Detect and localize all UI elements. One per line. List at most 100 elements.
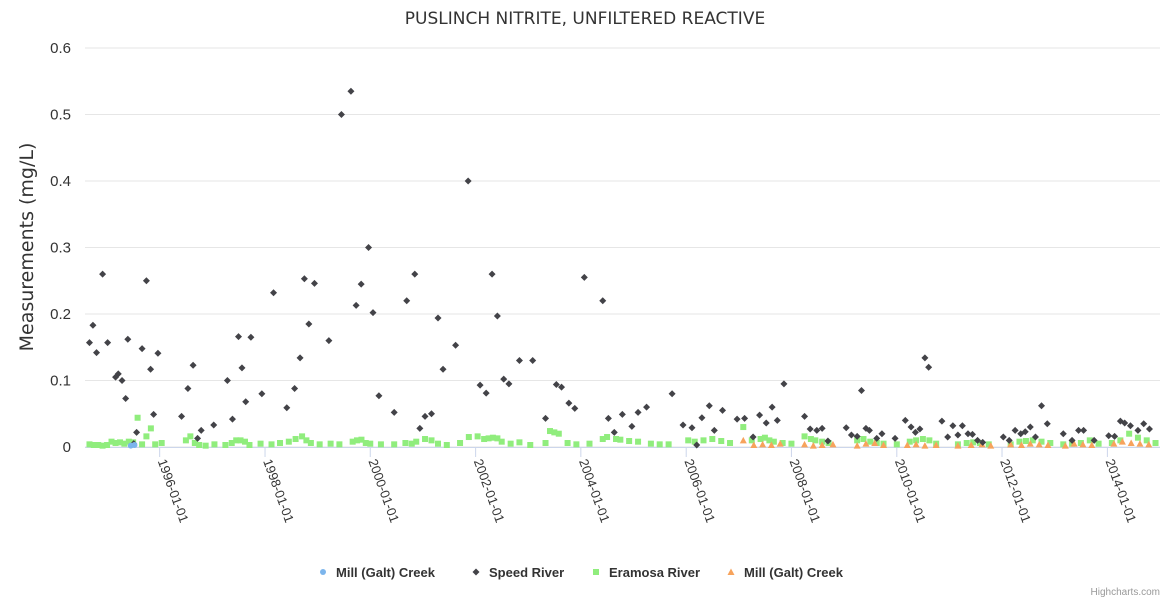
- data-point[interactable]: [551, 429, 558, 436]
- data-point[interactable]: [336, 441, 343, 448]
- data-point[interactable]: [85, 339, 93, 347]
- data-point[interactable]: [761, 434, 768, 441]
- data-point[interactable]: [604, 414, 612, 422]
- data-point[interactable]: [857, 386, 865, 394]
- data-point[interactable]: [443, 442, 450, 449]
- data-point[interactable]: [1070, 440, 1078, 447]
- data-point[interactable]: [353, 437, 360, 444]
- data-point[interactable]: [242, 398, 250, 406]
- data-point[interactable]: [932, 441, 940, 449]
- data-point[interactable]: [1035, 440, 1043, 448]
- legend-item[interactable]: Mill (Galt) Creek: [320, 565, 436, 580]
- data-point[interactable]: [878, 430, 886, 438]
- data-point[interactable]: [465, 434, 472, 441]
- data-point[interactable]: [757, 436, 764, 443]
- data-point[interactable]: [147, 365, 155, 373]
- data-point[interactable]: [1031, 433, 1039, 441]
- data-point[interactable]: [1061, 442, 1069, 449]
- data-point[interactable]: [489, 434, 496, 441]
- data-point[interactable]: [635, 438, 642, 445]
- data-point[interactable]: [756, 411, 764, 419]
- data-point[interactable]: [104, 442, 111, 449]
- data-point[interactable]: [233, 437, 240, 444]
- data-point[interactable]: [1044, 441, 1052, 449]
- data-point[interactable]: [291, 384, 299, 392]
- data-point[interactable]: [131, 442, 138, 449]
- data-point[interactable]: [643, 403, 651, 411]
- data-point[interactable]: [555, 430, 562, 437]
- data-point[interactable]: [118, 377, 126, 384]
- data-point[interactable]: [618, 410, 626, 418]
- data-point[interactable]: [402, 440, 409, 447]
- data-point[interactable]: [818, 441, 826, 449]
- data-point[interactable]: [1108, 440, 1115, 447]
- data-point[interactable]: [949, 422, 957, 430]
- data-point[interactable]: [112, 440, 119, 447]
- data-point[interactable]: [191, 440, 198, 447]
- data-point[interactable]: [178, 412, 186, 420]
- data-point[interactable]: [464, 177, 472, 185]
- data-point[interactable]: [283, 404, 291, 412]
- data-point[interactable]: [125, 438, 132, 445]
- data-point[interactable]: [505, 380, 513, 388]
- legend-item[interactable]: Mill (Galt) Creek: [727, 565, 844, 580]
- data-point[interactable]: [500, 375, 508, 383]
- data-point[interactable]: [770, 438, 777, 445]
- data-point[interactable]: [542, 440, 549, 447]
- data-point[interactable]: [700, 437, 707, 444]
- legend-symbol[interactable]: [727, 568, 735, 576]
- data-point[interactable]: [1038, 402, 1046, 410]
- data-point[interactable]: [435, 440, 442, 447]
- data-point[interactable]: [968, 430, 976, 438]
- legend-symbol[interactable]: [593, 569, 599, 575]
- data-point[interactable]: [963, 440, 970, 447]
- data-point[interactable]: [258, 390, 266, 398]
- data-point[interactable]: [194, 434, 202, 442]
- data-point[interactable]: [709, 436, 716, 443]
- data-point[interactable]: [750, 441, 758, 449]
- data-point[interactable]: [807, 436, 814, 443]
- data-point[interactable]: [515, 357, 523, 365]
- data-point[interactable]: [748, 437, 755, 444]
- data-point[interactable]: [292, 436, 299, 443]
- data-point[interactable]: [152, 441, 159, 448]
- data-point[interactable]: [967, 441, 975, 449]
- data-point[interactable]: [434, 314, 442, 322]
- data-point[interactable]: [95, 442, 102, 449]
- data-point[interactable]: [740, 424, 747, 431]
- data-point[interactable]: [862, 440, 870, 447]
- data-point[interactable]: [911, 428, 919, 436]
- data-point[interactable]: [413, 438, 420, 445]
- data-point[interactable]: [1038, 438, 1045, 445]
- data-point[interactable]: [718, 438, 725, 445]
- data-point[interactable]: [296, 354, 304, 362]
- data-point[interactable]: [222, 442, 229, 449]
- data-point[interactable]: [824, 437, 832, 445]
- data-point[interactable]: [842, 424, 850, 432]
- data-point[interactable]: [546, 428, 553, 435]
- data-point[interactable]: [873, 434, 881, 442]
- data-point[interactable]: [223, 377, 231, 384]
- data-point[interactable]: [733, 415, 741, 423]
- data-point[interactable]: [1026, 440, 1034, 447]
- data-point[interactable]: [773, 416, 781, 424]
- data-point[interactable]: [139, 441, 146, 448]
- legend[interactable]: Mill (Galt) Creek Speed River Eramosa Rive…: [320, 565, 844, 580]
- data-point[interactable]: [1007, 440, 1015, 448]
- data-point[interactable]: [299, 433, 306, 440]
- data-point[interactable]: [749, 433, 757, 441]
- data-point[interactable]: [710, 426, 718, 434]
- data-point[interactable]: [498, 438, 505, 445]
- data-point[interactable]: [150, 410, 158, 418]
- data-point[interactable]: [158, 440, 165, 447]
- data-point[interactable]: [305, 320, 313, 328]
- data-point[interactable]: [428, 437, 435, 444]
- data-point[interactable]: [391, 441, 398, 448]
- data-point[interactable]: [196, 442, 203, 449]
- data-point[interactable]: [985, 441, 992, 448]
- data-point[interactable]: [880, 441, 888, 449]
- data-point[interactable]: [310, 279, 318, 287]
- data-point[interactable]: [1022, 438, 1029, 445]
- data-point[interactable]: [573, 441, 580, 448]
- data-point[interactable]: [187, 433, 194, 440]
